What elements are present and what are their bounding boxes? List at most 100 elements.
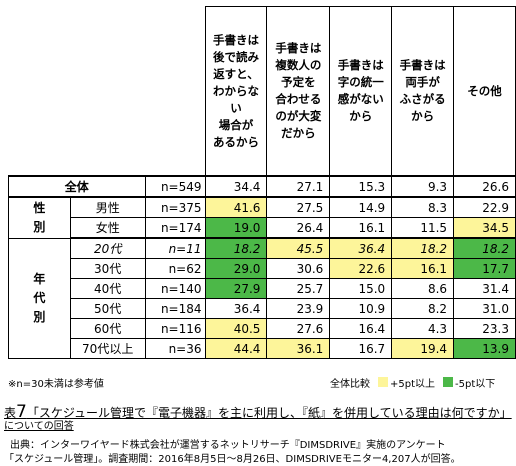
table-row: 年 代 別 20代 n=11 18.2 45.5 36.4 18.2 18.2 bbox=[8, 237, 516, 359]
value-cell: 45.5 bbox=[266, 237, 331, 259]
legend-item: +5pt以上 bbox=[378, 375, 435, 390]
value-cell: 40.5 bbox=[204, 318, 268, 339]
value-cell: 8.3 bbox=[391, 196, 455, 218]
value-cell: 15.0 bbox=[329, 278, 393, 299]
value-cell: 31.4 bbox=[453, 278, 516, 299]
column-header: その他 bbox=[453, 6, 516, 177]
value-cell: 18.2 bbox=[391, 237, 455, 259]
value-cell: 9.3 bbox=[391, 175, 455, 198]
value-cell: 36.1 bbox=[266, 338, 331, 359]
value-cell: 27.5 bbox=[266, 196, 331, 218]
group-label: 年 代 別 bbox=[8, 237, 71, 359]
sample-size: n=62 bbox=[144, 258, 206, 279]
value-cell: 22.9 bbox=[453, 196, 516, 218]
value-cell: 16.4 bbox=[329, 318, 393, 339]
value-cell: 16.7 bbox=[329, 338, 393, 359]
sample-size: n=549 bbox=[144, 175, 206, 198]
value-cell: 13.9 bbox=[453, 338, 516, 359]
sample-size: n=174 bbox=[144, 217, 206, 239]
column-header: 手書きは 後で読み 返すと、 わからない 場合が あるから bbox=[204, 6, 268, 177]
value-cell: 17.7 bbox=[453, 258, 516, 279]
value-cell: 26.6 bbox=[453, 175, 516, 198]
value-cell: 34.5 bbox=[453, 217, 516, 239]
group-label: 性 別 bbox=[8, 196, 71, 239]
sample-size: n=140 bbox=[144, 278, 206, 299]
value-cell: 34.4 bbox=[204, 175, 268, 198]
column-header: 手書きは 複数人の 予定を 合わせる のが大変 だから bbox=[266, 6, 331, 177]
value-cell: 15.3 bbox=[329, 175, 393, 198]
sample-size: n=11 bbox=[144, 237, 206, 259]
row-label: 60代 bbox=[69, 318, 146, 339]
table-row: 女性 n=174 19.0 26.4 16.1 11.5 34.5 bbox=[9, 217, 516, 239]
legend-item: 全体比較 bbox=[330, 375, 370, 390]
header-row: 手書きは 後で読み 返すと、 わからない 場合が あるから 手書きは 複数人の … bbox=[8, 6, 516, 177]
value-cell: 8.6 bbox=[391, 278, 455, 299]
value-cell: 41.6 bbox=[204, 196, 268, 218]
caption-prefix: 表 bbox=[4, 406, 17, 420]
legend-swatch bbox=[443, 377, 454, 387]
table-row: 性 別男性 n=375 41.6 27.5 14.9 8.3 22.9 bbox=[8, 196, 516, 239]
sample-size: n=36 bbox=[144, 338, 206, 359]
table-row: 70代以上 n=36 44.4 36.1 16.7 19.4 13.9 bbox=[9, 338, 516, 359]
sample-size: n=184 bbox=[144, 298, 206, 319]
legend-label: +5pt以上 bbox=[390, 379, 436, 390]
row-label: 30代 bbox=[69, 258, 146, 279]
legend-label: -5pt以下 bbox=[455, 379, 496, 390]
value-cell: 23.9 bbox=[266, 298, 331, 319]
legend: 全体比較 +5pt以上 -5pt以下 bbox=[330, 375, 503, 390]
table-row: 30代 n=62 29.0 30.6 22.6 16.1 17.7 bbox=[9, 258, 516, 279]
value-cell: 29.0 bbox=[204, 258, 268, 279]
value-cell: 4.3 bbox=[391, 318, 455, 339]
row-label: 40代 bbox=[69, 278, 146, 299]
value-cell: 19.0 bbox=[204, 217, 268, 239]
legend-label: 全体比較 bbox=[330, 379, 370, 390]
value-cell: 44.4 bbox=[204, 338, 268, 359]
caption-text-2: についての回答 bbox=[4, 421, 74, 432]
column-header: 手書きは 字の統一 感がない から bbox=[329, 6, 393, 177]
row-label: 70代以上 bbox=[69, 338, 146, 359]
table-row: 50代 n=184 36.4 23.9 10.9 8.2 31.0 bbox=[9, 298, 516, 319]
row-label: 50代 bbox=[69, 298, 146, 319]
data-table: 手書きは 後で読み 返すと、 わからない 場合が あるから 手書きは 複数人の … bbox=[8, 6, 516, 359]
header-blank bbox=[8, 6, 206, 177]
sample-size: n=375 bbox=[144, 196, 206, 218]
legend-item: -5pt以下 bbox=[443, 375, 495, 390]
value-cell: 30.6 bbox=[266, 258, 331, 279]
source-line-1: 出典：インターワイヤード株式会社が運営するネットリサーチ『DIMSDRIVE』実… bbox=[10, 440, 446, 451]
value-cell: 27.9 bbox=[204, 278, 268, 299]
value-cell: 36.4 bbox=[204, 298, 268, 319]
value-cell: 19.4 bbox=[391, 338, 455, 359]
value-cell: 22.6 bbox=[329, 258, 393, 279]
value-cell: 14.9 bbox=[329, 196, 393, 218]
sample-size: n=116 bbox=[144, 318, 206, 339]
value-cell: 36.4 bbox=[329, 237, 393, 259]
value-cell: 16.1 bbox=[391, 258, 455, 279]
value-cell: 8.2 bbox=[391, 298, 455, 319]
value-cell: 26.4 bbox=[266, 217, 331, 239]
value-cell: 18.2 bbox=[453, 237, 516, 259]
table-row: 40代 n=140 27.9 25.7 15.0 8.6 31.4 bbox=[9, 278, 516, 299]
source-line-2: 「スケジュール管理」。調査期間：2016年8月5日～8月26日、DIMSDRIV… bbox=[4, 454, 461, 465]
column-header: 手書きは 両手が ふさがる から bbox=[391, 6, 455, 177]
row-label: 男性 bbox=[69, 196, 146, 218]
sample-size-note: ※n=30未満は参考値 bbox=[8, 379, 104, 390]
value-cell: 11.5 bbox=[391, 217, 455, 239]
caption-text: 「スケジュール管理で『電子機器』を主に利用し、『紙』を併用している理由は何ですか… bbox=[26, 406, 512, 420]
row-label: 女性 bbox=[69, 217, 146, 239]
table-row: 60代 n=116 40.5 27.6 16.4 4.3 23.3 bbox=[9, 318, 516, 339]
value-cell: 31.0 bbox=[453, 298, 516, 319]
legend-swatch bbox=[378, 377, 388, 387]
row-label: 20代 bbox=[69, 237, 146, 259]
caption-number: 7 bbox=[16, 402, 27, 422]
value-cell: 10.9 bbox=[329, 298, 393, 319]
value-cell: 18.2 bbox=[204, 237, 268, 259]
value-cell: 25.7 bbox=[266, 278, 331, 299]
value-cell: 23.3 bbox=[453, 318, 516, 339]
table-caption: 表7「スケジュール管理で『電子機器』を主に利用し、『紙』を併用している理由は何で… bbox=[4, 402, 512, 422]
table-row: 全体 n=549 34.4 27.1 15.3 9.3 26.6 bbox=[8, 175, 516, 198]
value-cell: 27.1 bbox=[266, 175, 331, 198]
value-cell: 16.1 bbox=[329, 217, 393, 239]
row-label: 全体 bbox=[8, 175, 146, 198]
value-cell: 27.6 bbox=[266, 318, 331, 339]
